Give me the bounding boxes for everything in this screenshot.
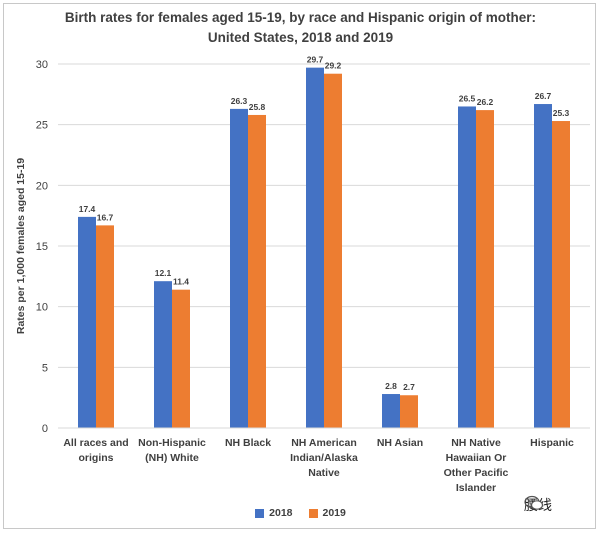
bar-2019 <box>324 73 342 428</box>
data-label-2018: 26.7 <box>535 91 552 101</box>
chart-legend: 2018 2019 <box>0 507 601 519</box>
bar-2018 <box>154 281 172 428</box>
y-tick-label: 20 <box>36 180 48 192</box>
bar-2018 <box>230 108 248 428</box>
legend-swatch <box>255 508 265 518</box>
legend-label: 2019 <box>322 507 346 519</box>
data-label-2018: 2.8 <box>385 381 397 391</box>
bar-2018 <box>306 67 324 428</box>
x-category-label-line: Indian/Alaska <box>290 452 358 464</box>
x-category-label: Non-Hispanic (NH) White <box>138 437 206 464</box>
x-category-label-line: Other Pacific <box>444 467 509 479</box>
data-label-2018: 12.1 <box>155 268 172 278</box>
legend-swatch <box>308 508 318 518</box>
y-tick-label: 10 <box>36 302 48 314</box>
data-label-2018: 29.7 <box>307 55 324 65</box>
data-label-2019: 11.4 <box>173 277 189 287</box>
x-category-label-line: origins <box>78 452 113 464</box>
bar-2019 <box>172 289 190 428</box>
x-category-label-line: Hawaiian Or <box>446 452 507 464</box>
bar-2019 <box>552 121 570 428</box>
x-category-label-line: Islander <box>456 482 496 494</box>
legend-item-2019: 2019 <box>308 507 346 519</box>
wechat-icon <box>524 495 544 510</box>
watermark: 腰线 <box>524 495 552 515</box>
x-category-label-line: Native <box>308 467 340 479</box>
y-tick-label: 0 <box>42 423 48 435</box>
x-category-label: NH Native Hawaiian Or Other Pacific Islande… <box>444 437 509 494</box>
x-category-label-line: Hispanic <box>530 437 574 449</box>
data-label-2019: 25.3 <box>553 108 570 118</box>
y-tick-label: 5 <box>42 362 48 374</box>
legend-label: 2018 <box>269 507 293 519</box>
data-label-2018: 17.4 <box>79 204 96 214</box>
x-category-label: All races and origins <box>63 437 128 464</box>
x-category-label-line: NH Native <box>451 437 501 449</box>
y-tick-label: 30 <box>36 59 48 71</box>
x-category-label-line: All races and <box>63 437 128 449</box>
x-category-label: NH Black <box>225 437 271 449</box>
chart-title-line-2: United States, 2018 and 2019 <box>207 30 394 45</box>
legend-item-2018: 2018 <box>255 507 293 519</box>
bar-2018 <box>382 394 400 428</box>
x-category-label-line: NH American <box>291 437 357 449</box>
x-category-label: NH Asian <box>377 437 423 449</box>
data-label-2019: 29.2 <box>325 61 342 71</box>
x-category-label-line: NH Black <box>225 437 271 449</box>
bar-2019 <box>248 114 266 429</box>
x-category-label-line: NH Asian <box>377 437 423 449</box>
bar-2019 <box>400 395 418 428</box>
x-category-label-line: Non-Hispanic <box>138 437 206 449</box>
x-category-label: Hispanic <box>530 437 574 449</box>
bar-2018 <box>458 106 476 428</box>
data-label-2018: 26.5 <box>459 93 476 103</box>
data-label-2019: 16.7 <box>97 212 114 222</box>
chart-title: Birth rates for females aged 15-19, by r… <box>0 8 601 48</box>
x-category-label-line: (NH) White <box>145 452 199 464</box>
data-label-2019: 26.2 <box>477 97 494 107</box>
x-category-label: NH American Indian/Alaska Native <box>290 437 358 479</box>
y-tick-label: 15 <box>36 241 48 253</box>
bar-2018 <box>534 104 552 428</box>
data-label-2018: 26.3 <box>231 96 248 106</box>
data-label-2019: 2.7 <box>403 382 415 392</box>
bar-2019 <box>96 225 114 428</box>
chart-title-line-1: Birth rates for females aged 15-19, by r… <box>64 10 537 25</box>
y-tick-label: 25 <box>36 120 48 132</box>
bar-2018 <box>78 216 96 428</box>
data-label-2019: 25.8 <box>249 102 266 112</box>
bar-2019 <box>476 110 494 429</box>
y-axis-label: Rates per 1,000 females aged 15-19 <box>15 158 27 334</box>
